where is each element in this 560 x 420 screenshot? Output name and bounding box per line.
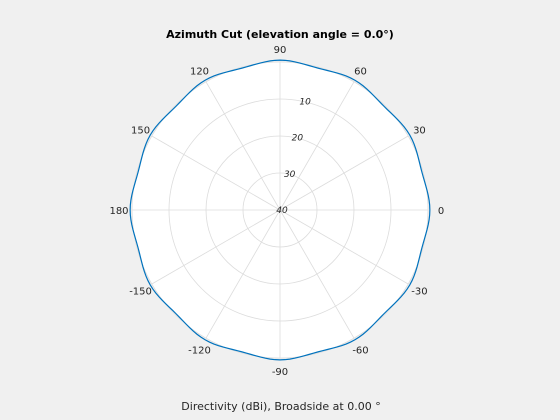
angle-tick-label-30: 30 [413,126,426,137]
series-line-1 [129,59,431,361]
angle-tick-label--90: -90 [272,367,288,378]
angular-gridline--60 [279,209,355,339]
angle-tick-label-150: 150 [131,126,150,137]
angular-gridline-120 [205,81,281,211]
radial-tick-label-10: 10 [299,97,311,107]
angular-gridline--30 [279,209,409,285]
angle-tick-label--150: -150 [129,287,152,298]
angle-tick-label--60: -60 [352,345,368,356]
angular-gridline-150 [151,135,281,211]
angular-gridline--120 [205,209,281,339]
chart-title: Azimuth Cut (elevation angle = 0.0°) [166,28,394,41]
radial-tick-label-40: 40 [276,206,288,216]
angle-tick-label--120: -120 [188,345,211,356]
angular-gridline-30 [279,135,409,211]
polar-plot-area: 0 30 60 90 120 150 180 -150 -120 -90 -60 -30 10 20 30 4… [109,45,444,378]
angle-tick-label-180: 180 [109,206,128,217]
angle-tick-label-120: 120 [190,67,209,78]
angle-tick-label-60: 60 [354,67,367,78]
radial-tick-label-20: 20 [292,134,304,144]
radial-tick-label-30: 30 [284,170,296,180]
angle-tick-label-90: 90 [274,45,287,56]
angular-gridline--150 [151,209,281,285]
angular-gridline-60 [279,81,355,211]
angle-tick-label-0: 0 [438,206,444,217]
x-axis-label: Directivity (dBi), Broadside at 0.00 ° [181,400,380,413]
angle-tick-label--30: -30 [411,287,427,298]
